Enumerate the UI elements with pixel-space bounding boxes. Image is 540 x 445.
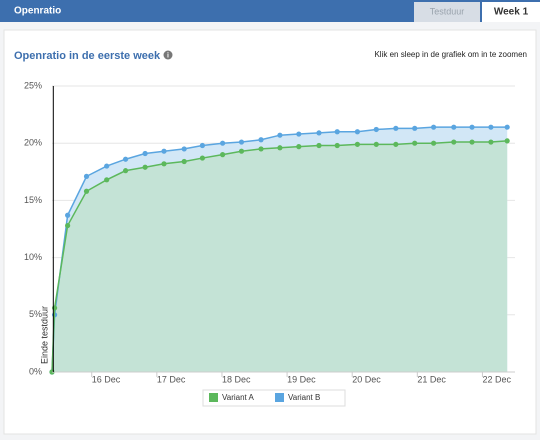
area	[52, 140, 508, 372]
point	[199, 155, 206, 161]
point	[199, 142, 206, 149]
point	[334, 142, 340, 149]
point	[431, 140, 437, 146]
point	[220, 140, 226, 146]
point	[469, 139, 475, 145]
legend-swatch	[275, 393, 284, 402]
legend-label: Variant B	[288, 393, 320, 402]
point	[393, 141, 399, 147]
point	[65, 212, 71, 218]
point	[104, 163, 110, 169]
point	[277, 132, 283, 138]
x-tick-label: 19 Dec	[287, 374, 316, 384]
point	[316, 142, 322, 149]
point	[238, 139, 245, 145]
point	[142, 150, 148, 157]
point	[412, 140, 418, 146]
chart-title: Openratio in de eerste week	[14, 50, 161, 62]
point	[122, 156, 129, 162]
point	[238, 148, 245, 154]
x-tick-label: 17 Dec	[157, 374, 186, 384]
y-tick-label: 15%	[24, 195, 42, 205]
point	[354, 141, 361, 147]
tab-label[interactable]: Testduur	[430, 6, 465, 16]
point	[373, 141, 379, 147]
tab[interactable]	[414, 2, 480, 22]
point	[296, 144, 302, 150]
point	[83, 188, 90, 194]
point	[181, 158, 187, 165]
info-icon-glyph: i	[167, 52, 169, 59]
y-tick-label: 25%	[24, 80, 42, 90]
point	[220, 152, 226, 158]
point	[334, 129, 340, 135]
point	[83, 173, 90, 179]
point	[373, 126, 379, 133]
point	[354, 129, 361, 135]
point	[431, 124, 437, 130]
zoom-hint: Klik en sleep in de grafiek om in te zoo…	[374, 50, 527, 59]
point	[504, 138, 510, 144]
point	[181, 146, 187, 152]
x-tick-label: 22 Dec	[482, 374, 511, 384]
y-tick-label: 20%	[24, 138, 42, 148]
point	[451, 139, 457, 145]
x-tick-label: 18 Dec	[222, 374, 251, 384]
point	[122, 168, 129, 174]
point	[258, 137, 264, 143]
legend-swatch	[209, 393, 218, 402]
plot-line-label: Einde testduur	[40, 306, 50, 364]
point	[412, 125, 418, 131]
header-title: Openratio	[14, 6, 61, 17]
point	[316, 130, 322, 136]
point	[161, 161, 167, 167]
legend-label: Variant A	[222, 393, 255, 402]
y-tick-label: 5%	[29, 309, 42, 319]
legend-box	[202, 389, 346, 407]
line	[51, 140, 508, 373]
point	[142, 164, 148, 170]
point	[65, 222, 71, 229]
point	[296, 131, 302, 137]
point	[469, 124, 475, 130]
point	[258, 146, 264, 152]
tab-active[interactable]	[482, 2, 540, 22]
x-tick-label: 20 Dec	[352, 374, 381, 384]
point	[277, 145, 283, 151]
y-tick-label: 0%	[29, 366, 42, 376]
point	[161, 148, 167, 154]
x-tick-label: 21 Dec	[417, 374, 446, 384]
point	[488, 139, 494, 145]
point	[393, 125, 399, 131]
point	[52, 305, 58, 311]
point	[504, 124, 510, 130]
line	[51, 126, 508, 373]
point	[104, 177, 110, 183]
point	[451, 124, 457, 130]
y-tick-label: 10%	[24, 252, 42, 262]
point	[488, 124, 494, 130]
info-icon[interactable]	[163, 50, 173, 60]
header-bar	[0, 0, 540, 22]
tab-label[interactable]: Week 1	[494, 7, 529, 18]
x-tick-label: 16 Dec	[92, 374, 121, 384]
